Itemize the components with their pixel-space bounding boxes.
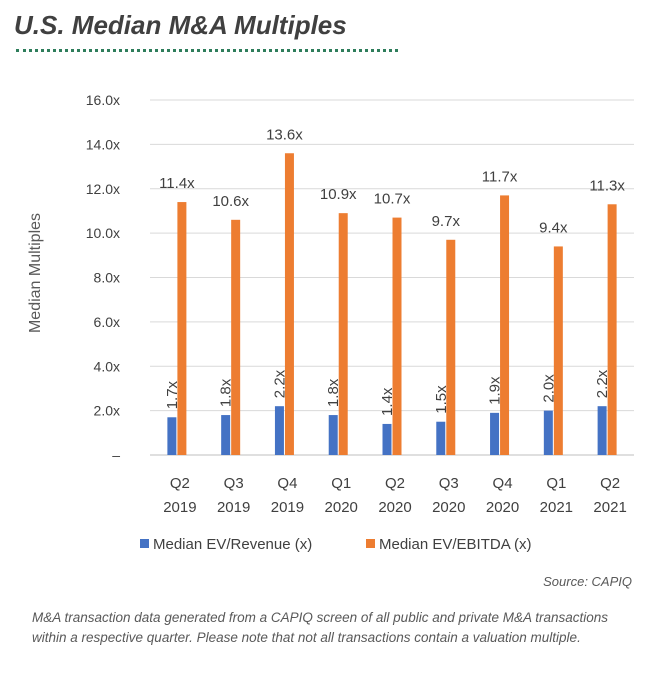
bar bbox=[446, 239, 456, 455]
legend-swatch bbox=[140, 539, 149, 548]
bar bbox=[382, 423, 392, 455]
y-tick-label: – bbox=[112, 447, 120, 463]
x-tick-label: Q4 bbox=[493, 475, 513, 492]
x-tick-label: 2020 bbox=[325, 499, 358, 516]
data-label: 9.4x bbox=[539, 219, 568, 236]
legend-swatch bbox=[366, 539, 375, 548]
x-tick-label: Q3 bbox=[224, 475, 244, 492]
data-label: 2.2x bbox=[271, 369, 288, 398]
x-tick-label: Q3 bbox=[439, 475, 459, 492]
bar bbox=[597, 406, 607, 455]
y-tick-label: 2.0x bbox=[94, 403, 120, 419]
x-tick-label: 2021 bbox=[593, 499, 626, 516]
x-tick-label: 2021 bbox=[540, 499, 573, 516]
bar bbox=[221, 415, 231, 455]
x-tick-label: 2020 bbox=[486, 499, 519, 516]
y-axis-label: Median Multiples bbox=[27, 213, 44, 333]
y-tick-label: 14.0x bbox=[86, 136, 120, 152]
source-note: Source: CAPIQ bbox=[543, 574, 632, 589]
data-label: 9.7x bbox=[432, 213, 461, 230]
x-tick-label: 2019 bbox=[217, 499, 250, 516]
title-divider bbox=[16, 49, 398, 52]
bar bbox=[553, 246, 563, 455]
data-label: 1.8x bbox=[325, 378, 342, 407]
y-tick-label: 4.0x bbox=[94, 358, 120, 374]
x-tick-label: 2020 bbox=[432, 499, 465, 516]
bar bbox=[338, 213, 348, 455]
y-tick-label: 8.0x bbox=[94, 270, 120, 286]
x-tick-label: Q2 bbox=[170, 475, 190, 492]
legend-label: Median EV/EBITDA (x) bbox=[379, 536, 532, 553]
bar bbox=[231, 219, 241, 455]
data-label: 1.9x bbox=[487, 376, 504, 405]
data-label: 1.7x bbox=[164, 380, 181, 409]
bar bbox=[607, 204, 617, 455]
x-tick-label: 2019 bbox=[271, 499, 304, 516]
chart-legend: Median EV/Revenue (x) Median EV/EBITDA (x… bbox=[140, 536, 532, 553]
bar bbox=[167, 417, 177, 455]
data-label: 1.4x bbox=[379, 387, 396, 416]
bar bbox=[328, 415, 338, 455]
y-tick-label: 6.0x bbox=[94, 314, 120, 330]
data-label: 11.3x bbox=[589, 177, 625, 194]
data-label: 1.5x bbox=[433, 385, 450, 414]
y-tick-label: 16.0x bbox=[86, 92, 120, 108]
x-tick-label: Q1 bbox=[546, 475, 566, 492]
bar bbox=[274, 406, 284, 455]
x-tick-label: 2019 bbox=[163, 499, 196, 516]
bar bbox=[490, 412, 500, 455]
y-tick-label: 10.0x bbox=[86, 225, 120, 241]
data-label: 2.2x bbox=[594, 369, 611, 398]
data-label: 11.7x bbox=[482, 168, 518, 185]
bar bbox=[177, 202, 187, 455]
x-tick-label: Q1 bbox=[331, 475, 351, 492]
footnote: M&A transaction data generated from a CA… bbox=[32, 610, 609, 645]
legend-label: Median EV/Revenue (x) bbox=[153, 536, 312, 553]
bar bbox=[436, 421, 446, 455]
data-label: 11.4x bbox=[159, 175, 195, 192]
x-tick-label: Q2 bbox=[385, 475, 405, 492]
y-tick-label: 12.0x bbox=[86, 181, 120, 197]
bar-chart: – 2.0x 4.0x 6.0x 8.0x 10.0x 12.0x 14.0x 16.0x Me… bbox=[27, 92, 634, 553]
y-axis-ticks: – 2.0x 4.0x 6.0x 8.0x 10.0x 12.0x 14.0x 16.0x bbox=[86, 92, 120, 463]
x-tick-label: 2020 bbox=[378, 499, 411, 516]
bar bbox=[284, 153, 294, 455]
bar bbox=[543, 410, 553, 455]
data-label: 13.6x bbox=[266, 126, 303, 143]
data-label: 2.0x bbox=[540, 374, 557, 403]
x-axis-ticks: Q2 2019 Q3 2019 Q4 2019 Q1 2020 Q2 2020 Q3 2020 Q4 20… bbox=[163, 475, 627, 516]
data-label: 1.8x bbox=[218, 378, 235, 407]
bar bbox=[500, 195, 510, 455]
bar bbox=[392, 217, 402, 455]
x-tick-label: Q4 bbox=[277, 475, 297, 492]
data-label: 10.7x bbox=[374, 191, 411, 208]
x-tick-label: Q2 bbox=[600, 475, 620, 492]
page-title: U.S. Median M&A Multiples bbox=[14, 10, 347, 40]
chart-bars: 1.7x 1.8x 2.2x 1.8x 1.4x 1.5x 1.9x 2.0x 2.2x 11.4… bbox=[159, 126, 625, 455]
data-label: 10.9x bbox=[320, 186, 357, 203]
chart-gridlines bbox=[150, 99, 634, 456]
data-label: 10.6x bbox=[212, 193, 249, 210]
